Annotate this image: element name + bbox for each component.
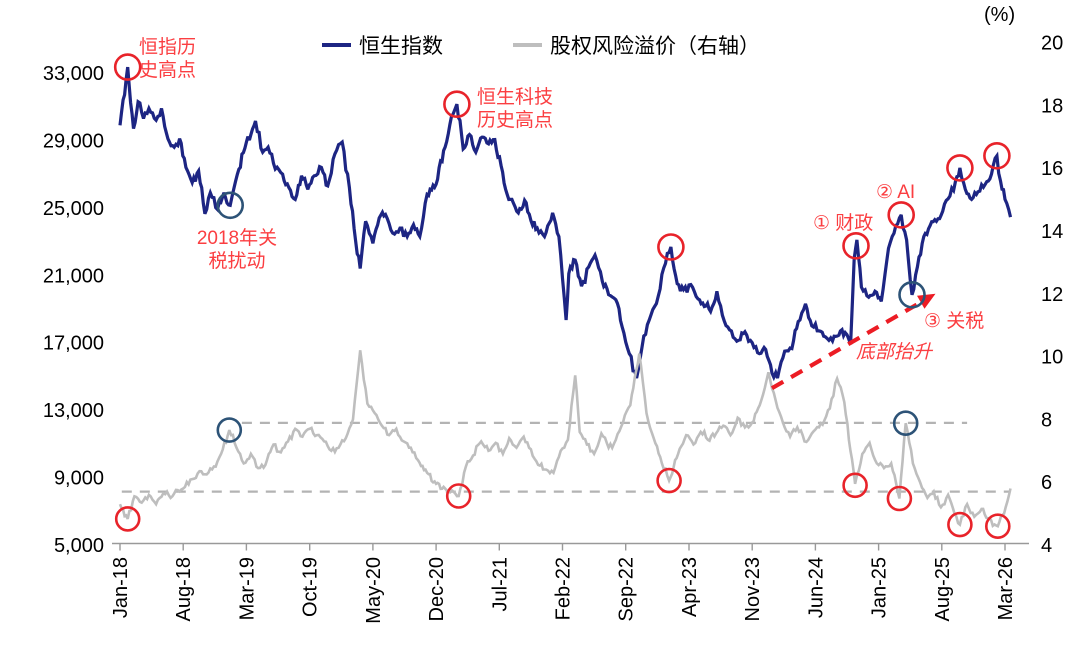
left-axis-label: 17,000 — [43, 333, 104, 355]
x-axis-label: Aug-25 — [932, 557, 954, 622]
event-marker-circle-17 — [216, 417, 243, 443]
annotation-1-fiscal: ① 财政 — [813, 213, 874, 234]
hsi-line-swatch — [322, 43, 351, 47]
event-marker-circle-6 — [946, 154, 974, 182]
event-marker-circle-15 — [947, 511, 973, 538]
left-axis-label: 13,000 — [43, 400, 104, 422]
right-axis-label: 14 — [1041, 221, 1063, 243]
legend-label-erp: 股权风险溢价（右轴） — [550, 35, 760, 58]
event-marker-circle-10 — [114, 506, 141, 532]
event-marker-circle-1 — [113, 53, 142, 81]
event-marker-circle-9 — [898, 280, 926, 309]
left-axis-label: 33,000 — [43, 63, 104, 85]
event-marker-circle-18 — [892, 410, 919, 437]
event-marker-circle-7 — [983, 142, 1011, 170]
x-axis-label: Feb-22 — [553, 557, 575, 620]
erp-line — [118, 350, 1012, 528]
right-axis-label: 8 — [1041, 409, 1052, 431]
bottom-uptrend-arrow-head — [917, 293, 936, 309]
event-marker-circle-3 — [657, 233, 685, 261]
left-axis-label: 21,000 — [43, 265, 104, 287]
event-marker-circle-4 — [842, 232, 870, 260]
event-marker-circle-12 — [656, 467, 682, 494]
x-axis-label: Dec-20 — [426, 557, 448, 621]
event-marker-circle-14 — [886, 485, 913, 512]
x-axis-label: Mar-26 — [995, 557, 1017, 620]
annotation-3-tariff: ③ 关税 — [924, 311, 985, 332]
annotation-2-ai: ② AI — [876, 182, 916, 203]
x-axis-label: Aug-18 — [173, 557, 195, 622]
legend-label-hsi: 恒生指数 — [359, 35, 443, 58]
right-axis-label: 6 — [1041, 472, 1052, 494]
legend-item-hsi: 恒生指数 — [322, 30, 443, 60]
x-axis-label: Nov-23 — [742, 557, 764, 621]
annotation-hstech-historic-high: 恒生科技 历史高点 — [477, 87, 554, 132]
right-axis-label: 20 — [1041, 33, 1063, 55]
right-axis-label: 4 — [1041, 535, 1052, 557]
event-marker-circle-2 — [443, 90, 471, 118]
x-axis-label: Mar-19 — [236, 557, 258, 620]
right-axis-unit: (%) — [984, 4, 1016, 26]
x-axis-label: Apr-23 — [679, 557, 701, 617]
right-axis-label: 16 — [1041, 158, 1063, 180]
left-axis-label: 29,000 — [43, 130, 104, 152]
event-marker-circle-11 — [445, 483, 472, 509]
x-axis-label: Sep-22 — [616, 557, 638, 622]
right-axis-label: 18 — [1041, 95, 1063, 117]
x-axis-label: Oct-19 — [300, 557, 322, 617]
left-axis-label: 5,000 — [54, 535, 104, 557]
hsi-line — [118, 66, 1013, 382]
annotation-hsi-historic-high: 恒指历 史高点 — [139, 37, 197, 82]
bottom-uptrend-arrow-line — [770, 296, 928, 391]
x-axis-label: May-20 — [363, 557, 385, 624]
right-axis-label: 12 — [1041, 284, 1063, 306]
x-axis-label: Jan-18 — [110, 557, 132, 618]
annotation-2018-tariff: 2018年关 税扰动 — [196, 228, 278, 273]
event-marker-circle-13 — [842, 472, 868, 499]
x-axis-label: Jan-25 — [869, 557, 891, 618]
x-axis-label: Jun-24 — [805, 557, 827, 618]
event-marker-circle-8 — [216, 191, 244, 220]
event-marker-circle-5 — [887, 201, 916, 229]
erp-line-swatch — [513, 43, 542, 47]
legend-item-erp: 股权风险溢价（右轴） — [513, 30, 760, 60]
event-marker-circle-16 — [984, 513, 1011, 540]
x-axis-label: Jul-21 — [489, 557, 511, 611]
left-axis-label: 9,000 — [54, 468, 104, 490]
left-axis-label: 25,000 — [43, 198, 104, 220]
annotation-bottom-lifting: 底部抬升 — [856, 342, 933, 363]
right-axis-label: 10 — [1041, 347, 1063, 369]
